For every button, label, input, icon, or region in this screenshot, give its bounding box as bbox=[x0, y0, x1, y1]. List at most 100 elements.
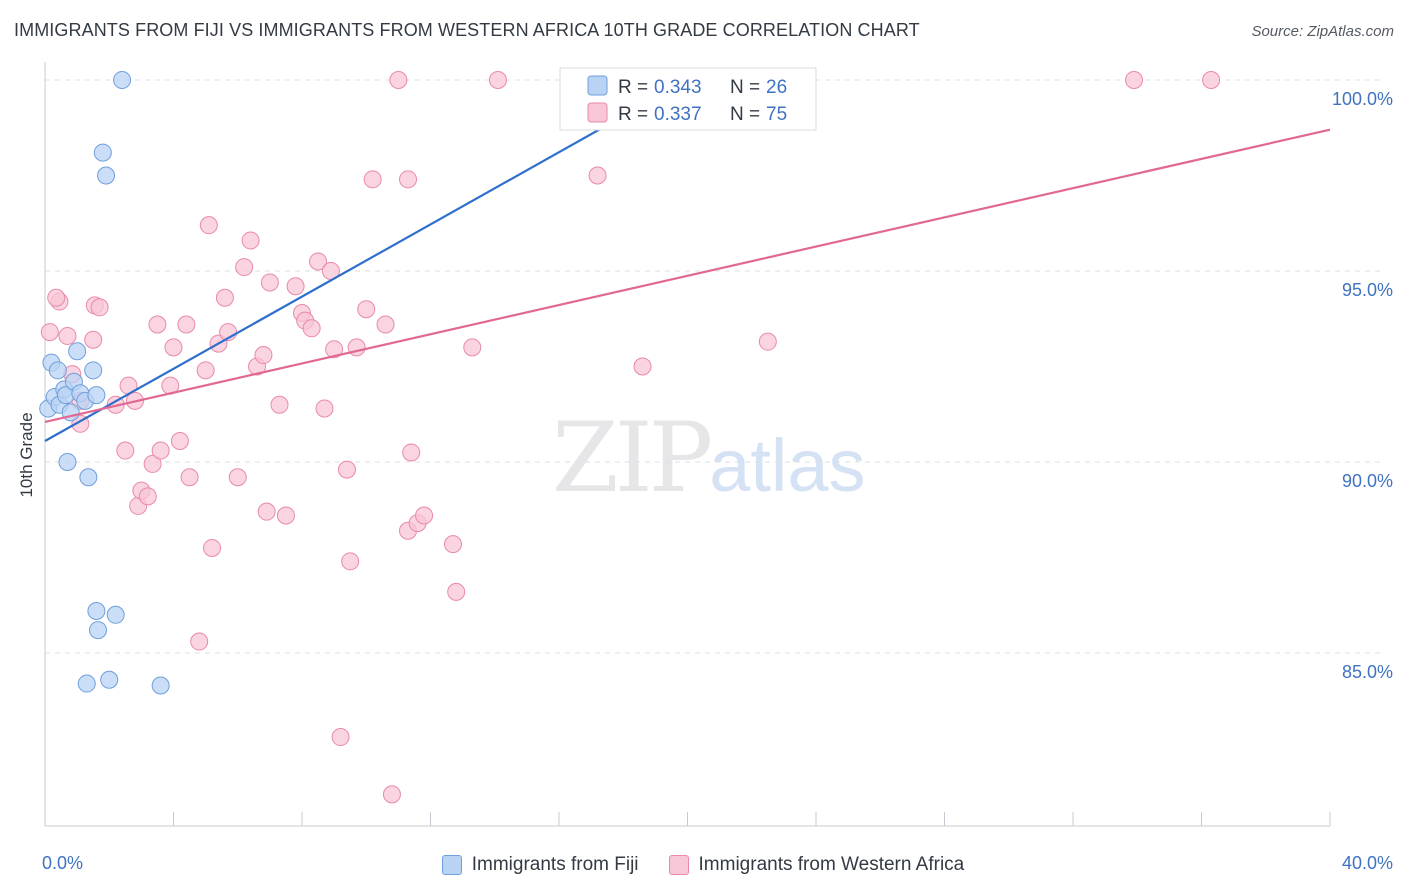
watermark-zip: ZIP bbox=[552, 402, 713, 514]
legend-r-value-western-africa: 0.337 bbox=[654, 104, 702, 125]
data-point-western-africa bbox=[241, 231, 260, 250]
data-point-western-africa bbox=[190, 632, 209, 651]
data-point-western-africa bbox=[286, 277, 305, 296]
data-point-fiji bbox=[113, 71, 132, 89]
y-tick-label: 100.0% bbox=[1332, 89, 1393, 109]
data-point-western-africa bbox=[257, 502, 276, 521]
data-point-western-africa bbox=[415, 506, 434, 525]
data-point-western-africa bbox=[488, 71, 507, 89]
legend-n-label-western-africa: N = bbox=[730, 104, 760, 125]
data-point-western-africa bbox=[341, 552, 360, 571]
trend-layer bbox=[44, 79, 1331, 442]
watermark: ZIPatlas bbox=[552, 402, 866, 514]
data-point-western-africa bbox=[164, 338, 183, 357]
data-point-western-africa bbox=[260, 273, 279, 292]
data-point-western-africa bbox=[40, 323, 59, 342]
series-legend-swatch-fiji bbox=[441, 855, 462, 875]
data-point-fiji bbox=[87, 601, 106, 620]
legend-swatch-fiji bbox=[587, 75, 608, 96]
data-point-fiji bbox=[77, 674, 96, 693]
data-point-western-africa bbox=[331, 728, 350, 747]
data-point-western-africa bbox=[116, 441, 135, 460]
legend-swatch-western-africa bbox=[587, 102, 608, 123]
y-tick-label: 85.0% bbox=[1342, 662, 1393, 682]
y-tick-label: 95.0% bbox=[1342, 280, 1393, 300]
data-point-western-africa bbox=[325, 340, 344, 359]
data-point-western-africa bbox=[402, 443, 421, 462]
data-point-western-africa bbox=[170, 431, 189, 450]
data-point-western-africa bbox=[84, 330, 103, 349]
data-point-western-africa bbox=[337, 460, 356, 479]
trend-line-fiji bbox=[44, 79, 689, 442]
data-point-western-africa bbox=[196, 361, 215, 380]
data-point-western-africa bbox=[1125, 71, 1144, 89]
legend-r-label-western-africa: R = bbox=[618, 104, 648, 125]
data-point-western-africa bbox=[180, 468, 199, 487]
legend-r-label-fiji: R = bbox=[618, 77, 648, 98]
series-legend-item-western-africa: Immigrants from Western Africa bbox=[668, 854, 964, 876]
data-point-western-africa bbox=[138, 487, 157, 506]
data-point-western-africa bbox=[47, 288, 66, 307]
x-tick-label-min: 0.0% bbox=[42, 853, 83, 873]
data-point-western-africa bbox=[228, 468, 247, 487]
series-legend: Immigrants from Fiji Immigrants from Wes… bbox=[0, 852, 1406, 878]
y-tick-label: 90.0% bbox=[1342, 471, 1393, 491]
data-point-fiji bbox=[106, 605, 125, 624]
data-point-western-africa bbox=[203, 538, 222, 557]
legend-r-value-fiji: 0.343 bbox=[654, 77, 702, 98]
data-point-western-africa bbox=[1202, 71, 1221, 89]
y-axis-label: 10th Grade bbox=[17, 412, 36, 497]
axis-layer: 85.0% 90.0% 95.0% 100.0% 0.0% 40.0% bbox=[42, 62, 1393, 873]
data-point-western-africa bbox=[309, 252, 328, 271]
data-point-western-africa bbox=[58, 326, 77, 345]
data-point-fiji bbox=[79, 468, 98, 487]
watermark-atlas: atlas bbox=[709, 424, 866, 507]
source-label: Source: ZipAtlas.com bbox=[1251, 23, 1394, 40]
data-point-western-africa bbox=[276, 506, 295, 525]
data-point-western-africa bbox=[254, 346, 273, 365]
stats-legend: R = 0.343 N = 26 R = 0.337 N = 75 bbox=[559, 67, 817, 131]
data-point-western-africa bbox=[215, 288, 234, 307]
data-point-fiji bbox=[151, 676, 170, 695]
series-legend-swatch-western-africa bbox=[668, 855, 689, 875]
data-point-western-africa bbox=[148, 315, 167, 334]
data-point-fiji bbox=[58, 453, 77, 471]
data-point-fiji bbox=[100, 670, 119, 689]
data-point-western-africa bbox=[447, 582, 466, 601]
x-tick-label-max: 40.0% bbox=[1342, 853, 1393, 873]
data-point-fiji bbox=[84, 361, 103, 380]
data-point-western-africa bbox=[177, 315, 196, 334]
data-point-western-africa bbox=[315, 399, 334, 418]
data-point-western-africa bbox=[151, 441, 170, 460]
series-legend-item-fiji: Immigrants from Fiji bbox=[441, 854, 639, 876]
data-point-western-africa bbox=[463, 338, 482, 357]
points-layer bbox=[39, 71, 1221, 804]
grid-layer bbox=[45, 79, 1380, 654]
data-point-western-africa bbox=[270, 395, 289, 414]
data-point-western-africa bbox=[357, 300, 376, 319]
data-point-western-africa bbox=[376, 315, 395, 334]
data-point-western-africa bbox=[382, 785, 401, 804]
data-point-western-africa bbox=[588, 166, 607, 185]
data-point-fiji bbox=[93, 143, 112, 162]
data-point-western-africa bbox=[443, 535, 462, 554]
data-point-fiji bbox=[68, 342, 87, 361]
legend-n-value-western-africa: 75 bbox=[766, 104, 787, 125]
data-point-western-africa bbox=[363, 170, 382, 189]
data-point-western-africa bbox=[302, 319, 321, 338]
data-point-western-africa bbox=[758, 332, 777, 351]
data-point-fiji bbox=[48, 361, 67, 380]
data-point-western-africa bbox=[199, 216, 218, 235]
data-point-fiji bbox=[87, 386, 106, 405]
series-legend-label-fiji: Immigrants from Fiji bbox=[471, 854, 639, 875]
data-point-western-africa bbox=[633, 357, 652, 376]
chart-title: IMMIGRANTS FROM FIJI VS IMMIGRANTS FROM … bbox=[14, 20, 920, 40]
legend-n-value-fiji: 26 bbox=[766, 77, 787, 98]
data-point-western-africa bbox=[399, 170, 418, 189]
data-point-western-africa bbox=[143, 454, 162, 473]
data-point-western-africa bbox=[235, 258, 254, 277]
legend-n-label-fiji: N = bbox=[730, 77, 760, 98]
data-point-western-africa bbox=[90, 298, 109, 317]
data-point-fiji bbox=[97, 166, 116, 185]
